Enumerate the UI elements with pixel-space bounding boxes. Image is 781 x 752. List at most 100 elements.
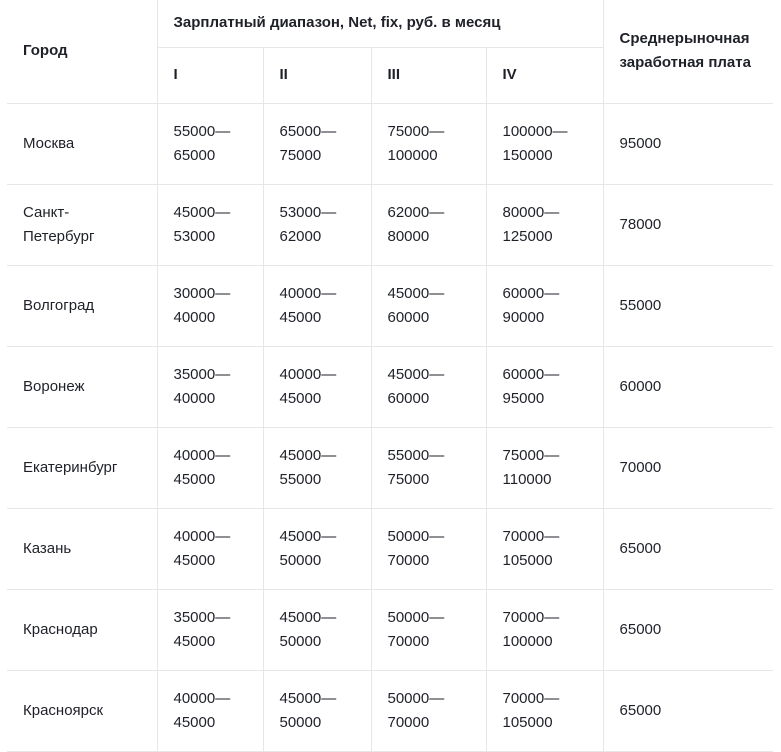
range-to: 45000: [173, 713, 216, 731]
city-name: Москва: [23, 134, 75, 152]
range-from: 40000—: [279, 284, 337, 302]
city-cell: Санкт-Петербург: [7, 183, 158, 266]
city-cell: Москва: [7, 102, 158, 185]
range-cell-level-4: 60000— 95000: [485, 345, 604, 428]
range-to: 60000: [387, 389, 430, 407]
range-from: 35000—: [173, 365, 231, 383]
range-to: 45000: [279, 308, 322, 326]
range-to: 75000: [279, 146, 322, 164]
range-from: 45000—: [173, 203, 231, 221]
range-from: 45000—: [387, 365, 445, 383]
range-cell-level-4: 70000— 105000: [485, 507, 604, 590]
range-to: 100000: [387, 146, 438, 164]
table-row: Воронеж 35000— 40000 40000— 45000 45000— 60000…: [7, 345, 774, 428]
range-to: 40000: [173, 308, 216, 326]
range-from: 65000—: [279, 122, 337, 140]
range-from: 45000—: [279, 446, 337, 464]
range-cell-level-4: 60000— 90000: [485, 264, 604, 347]
header-level-2: II: [262, 46, 372, 104]
range-from: 40000—: [279, 365, 337, 383]
range-to: 45000: [173, 470, 216, 488]
average-salary-cell: 95000: [602, 102, 774, 185]
range-cell-level-3: 50000— 70000: [370, 507, 487, 590]
range-cell-level-3: 45000— 60000: [370, 264, 487, 347]
city-name: Волгоград: [23, 296, 95, 314]
city-name: Красноярск: [23, 701, 104, 719]
range-cell-level-1: 30000— 40000: [156, 264, 264, 347]
range-from: 45000—: [279, 689, 337, 707]
range-cell-level-2: 40000— 45000: [262, 264, 372, 347]
range-cell-level-2: 45000— 55000: [262, 426, 372, 509]
range-from: 60000—: [502, 284, 560, 302]
range-to: 90000: [502, 308, 545, 326]
range-to: 62000: [279, 227, 322, 245]
range-cell-level-2: 45000— 50000: [262, 669, 372, 752]
range-from: 80000—: [502, 203, 560, 221]
range-from: 53000—: [279, 203, 337, 221]
city-cell: Воронеж: [7, 345, 158, 428]
range-to: 50000: [279, 551, 322, 569]
range-to: 50000: [279, 713, 322, 731]
table-row: Красноярск 40000— 45000 45000— 50000 50000— 70…: [7, 669, 774, 752]
range-cell-level-3: 50000— 70000: [370, 669, 487, 752]
city-cell: Волгоград: [7, 264, 158, 347]
range-to: 65000: [173, 146, 216, 164]
range-to: 75000: [387, 470, 430, 488]
range-cell-level-2: 53000— 62000: [262, 183, 372, 266]
average-salary-cell: 78000: [602, 183, 774, 266]
range-from: 45000—: [387, 284, 445, 302]
range-to: 105000: [502, 713, 553, 731]
city-cell: Казань: [7, 507, 158, 590]
range-from: 50000—: [387, 689, 445, 707]
range-from: 70000—: [502, 527, 560, 545]
range-from: 70000—: [502, 608, 560, 626]
range-to: 100000: [502, 632, 553, 650]
range-from: 70000—: [502, 689, 560, 707]
range-from: 62000—: [387, 203, 445, 221]
range-to: 70000: [387, 713, 430, 731]
average-salary-cell: 65000: [602, 507, 774, 590]
range-cell-level-1: 45000— 53000: [156, 183, 264, 266]
table-row: Краснодар 35000— 45000 45000— 50000 50000— 700…: [7, 588, 774, 671]
salary-table: Город Зарплатный диапазон, Net, fix, руб…: [7, 0, 774, 752]
range-cell-level-1: 35000— 45000: [156, 588, 264, 671]
header-salary-range: Зарплатный диапазон, Net, fix, руб. в ме…: [156, 0, 604, 48]
header-level-4: IV: [485, 46, 604, 104]
city-name: Санкт-Петербург: [23, 203, 95, 245]
range-cell-level-3: 55000— 75000: [370, 426, 487, 509]
range-cell-level-4: 80000— 125000: [485, 183, 604, 266]
range-cell-level-1: 40000— 45000: [156, 669, 264, 752]
range-cell-level-2: 45000— 50000: [262, 588, 372, 671]
table-row: Казань 40000— 45000 45000— 50000 50000— 70000 7…: [7, 507, 774, 590]
range-cell-level-4: 70000— 105000: [485, 669, 604, 752]
range-to: 95000: [502, 389, 545, 407]
range-from: 50000—: [387, 527, 445, 545]
range-to: 150000: [502, 146, 553, 164]
range-cell-level-4: 100000— 150000: [485, 102, 604, 185]
range-from: 55000—: [387, 446, 445, 464]
table-row: Волгоград 30000— 40000 40000— 45000 45000— 600…: [7, 264, 774, 347]
range-to: 125000: [502, 227, 553, 245]
range-to: 60000: [387, 308, 430, 326]
range-to: 70000: [387, 632, 430, 650]
city-name: Воронеж: [23, 377, 85, 395]
range-from: 75000—: [387, 122, 445, 140]
range-cell-level-1: 40000— 45000: [156, 426, 264, 509]
range-to: 55000: [279, 470, 322, 488]
range-from: 30000—: [173, 284, 231, 302]
range-cell-level-1: 55000— 65000: [156, 102, 264, 185]
range-cell-level-4: 70000— 100000: [485, 588, 604, 671]
range-to: 110000: [502, 470, 552, 488]
range-cell-level-3: 75000— 100000: [370, 102, 487, 185]
range-cell-level-2: 65000— 75000: [262, 102, 372, 185]
average-salary-cell: 65000: [602, 669, 774, 752]
range-to: 45000: [279, 389, 322, 407]
range-to: 105000: [502, 551, 553, 569]
range-to: 45000: [173, 632, 216, 650]
range-to: 50000: [279, 632, 322, 650]
range-to: 40000: [173, 389, 216, 407]
range-from: 75000—: [502, 446, 560, 464]
header-average-salary: Среднерыночная заработная плата: [602, 0, 774, 104]
city-name: Краснодар: [23, 620, 98, 638]
average-salary-cell: 65000: [602, 588, 774, 671]
